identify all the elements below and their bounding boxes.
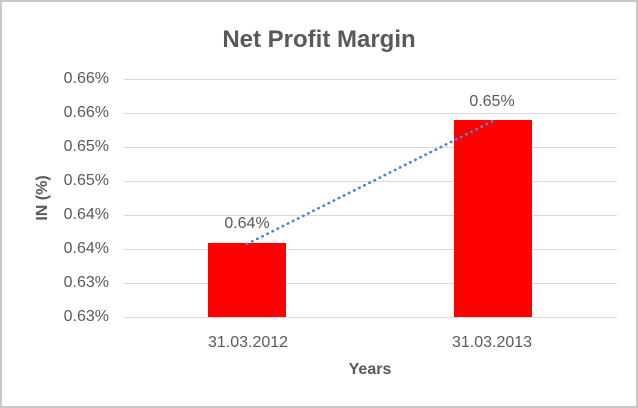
- bar-31-03-2013: [454, 120, 532, 317]
- y-tick-label: 0.66%: [63, 104, 109, 121]
- trendline: [245, 119, 495, 246]
- data-label-31-03-2013: 0.65%: [469, 93, 515, 110]
- y-tick-label: 0.64%: [63, 206, 109, 223]
- plot-area: [124, 79, 617, 318]
- x-tick-label-31-03-2013: 31.03.2013: [451, 334, 533, 351]
- gridline: [124, 113, 617, 114]
- x-tick-label-31-03-2012: 31.03.2012: [207, 334, 289, 351]
- y-tick-label: 0.65%: [63, 138, 109, 155]
- y-axis-tick-labels: 0.66% 0.66% 0.65% 0.65% 0.64% 0.64% 0.63…: [2, 71, 109, 325]
- gridline: [124, 147, 617, 148]
- gridline: [124, 249, 617, 250]
- data-label-31-03-2012: 0.64%: [224, 215, 270, 232]
- y-tick-label: 0.63%: [63, 274, 109, 291]
- y-tick-label: 0.65%: [63, 172, 109, 189]
- y-tick-label: 0.63%: [63, 308, 109, 325]
- bar-31-03-2012: [208, 243, 286, 317]
- y-tick-label: 0.66%: [63, 70, 109, 87]
- gridline: [124, 283, 617, 284]
- y-tick-label: 0.64%: [63, 240, 109, 257]
- x-axis-title: Years: [348, 361, 392, 378]
- gridline: [124, 215, 617, 216]
- gridline: [124, 79, 617, 80]
- chart-title: Net Profit Margin: [222, 26, 416, 53]
- gridline: [124, 317, 617, 318]
